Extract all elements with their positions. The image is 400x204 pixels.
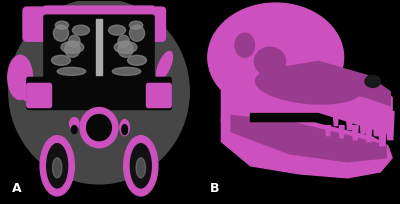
Ellipse shape xyxy=(122,125,128,135)
FancyBboxPatch shape xyxy=(27,84,52,108)
Ellipse shape xyxy=(22,81,55,103)
Ellipse shape xyxy=(254,48,286,76)
Polygon shape xyxy=(378,122,386,146)
Polygon shape xyxy=(334,114,338,126)
FancyBboxPatch shape xyxy=(43,7,155,29)
Ellipse shape xyxy=(235,34,254,58)
Polygon shape xyxy=(386,112,394,140)
Ellipse shape xyxy=(65,42,80,58)
Ellipse shape xyxy=(208,4,344,112)
Ellipse shape xyxy=(40,136,74,196)
Polygon shape xyxy=(222,66,392,162)
Ellipse shape xyxy=(136,158,146,178)
Ellipse shape xyxy=(55,22,69,30)
Ellipse shape xyxy=(129,22,143,30)
Ellipse shape xyxy=(80,108,118,148)
Ellipse shape xyxy=(52,158,62,178)
Polygon shape xyxy=(250,114,390,146)
Ellipse shape xyxy=(124,136,158,196)
FancyBboxPatch shape xyxy=(23,8,97,42)
Ellipse shape xyxy=(9,0,189,184)
Polygon shape xyxy=(326,126,330,136)
FancyBboxPatch shape xyxy=(27,78,171,110)
Ellipse shape xyxy=(47,144,68,188)
Ellipse shape xyxy=(8,56,32,100)
Polygon shape xyxy=(231,116,386,162)
Ellipse shape xyxy=(142,79,166,97)
Polygon shape xyxy=(360,118,366,134)
Polygon shape xyxy=(260,62,390,106)
Ellipse shape xyxy=(157,52,172,80)
Ellipse shape xyxy=(70,118,79,130)
FancyBboxPatch shape xyxy=(146,84,171,108)
Polygon shape xyxy=(222,112,392,178)
Ellipse shape xyxy=(256,68,362,105)
Ellipse shape xyxy=(52,56,70,66)
Ellipse shape xyxy=(61,42,84,54)
Polygon shape xyxy=(339,126,344,138)
Polygon shape xyxy=(366,124,372,142)
Ellipse shape xyxy=(118,36,130,48)
Ellipse shape xyxy=(112,68,141,76)
FancyBboxPatch shape xyxy=(91,8,166,42)
Ellipse shape xyxy=(120,120,130,136)
Ellipse shape xyxy=(128,56,146,66)
Text: B: B xyxy=(210,181,219,194)
Polygon shape xyxy=(346,116,352,130)
Text: A: A xyxy=(12,181,21,194)
Ellipse shape xyxy=(114,42,137,54)
Ellipse shape xyxy=(108,26,126,36)
Ellipse shape xyxy=(54,26,69,42)
Polygon shape xyxy=(352,126,358,140)
Bar xyxy=(96,20,102,76)
Polygon shape xyxy=(373,116,380,136)
Ellipse shape xyxy=(57,68,86,76)
FancyBboxPatch shape xyxy=(44,16,154,80)
Ellipse shape xyxy=(72,26,90,36)
Ellipse shape xyxy=(118,42,133,58)
Ellipse shape xyxy=(87,115,111,141)
Ellipse shape xyxy=(130,26,145,42)
Ellipse shape xyxy=(72,126,77,134)
Ellipse shape xyxy=(130,144,151,188)
Ellipse shape xyxy=(23,105,175,155)
Ellipse shape xyxy=(365,76,380,88)
Ellipse shape xyxy=(69,36,80,48)
